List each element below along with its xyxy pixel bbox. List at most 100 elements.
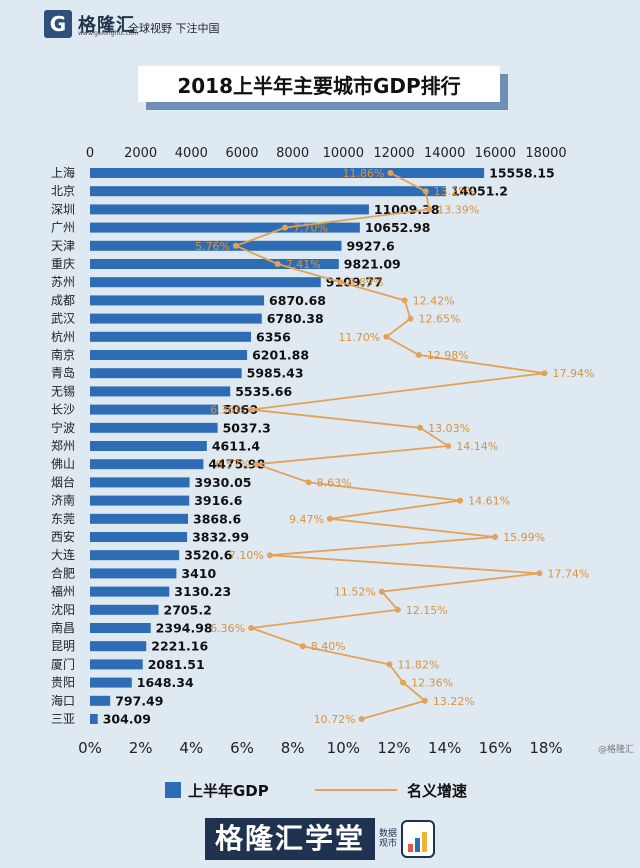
growth-point — [383, 333, 390, 340]
x-bottom-tick-label: 10% — [327, 739, 360, 757]
growth-point — [266, 552, 273, 559]
gdp-bar — [90, 513, 189, 524]
category-label: 福州 — [51, 584, 75, 599]
growth-value-label: 11.82% — [397, 658, 439, 671]
category-label: 济南 — [51, 493, 75, 508]
category-label: 三亚 — [51, 712, 75, 726]
category-label: 海口 — [51, 693, 75, 708]
x-top-tick-label: 6000 — [225, 146, 258, 161]
gdp-bar — [90, 459, 204, 470]
growth-point — [305, 479, 312, 486]
category-label: 武汉 — [51, 312, 75, 326]
gdp-bar — [90, 259, 339, 269]
category-label: 沈阳 — [51, 602, 75, 617]
gdp-value-label: 4611.4 — [212, 439, 261, 454]
footer-title: 格隆汇学堂 — [205, 818, 376, 860]
growth-line-segment — [340, 281, 405, 302]
growth-value-label: 11.52% — [334, 586, 376, 599]
category-label: 郑州 — [51, 438, 75, 453]
gdp-bar — [90, 532, 188, 542]
corner-watermark: @格隆汇 — [597, 745, 634, 755]
growth-line-segment — [329, 499, 461, 520]
gdp-value-label: 6201.88 — [252, 348, 309, 363]
gdp-bar — [90, 477, 190, 488]
chart-title: 2018上半年主要城市GDP排行 — [138, 66, 500, 102]
gdp-value-label: 304.09 — [103, 712, 151, 727]
logo-mark: G — [44, 10, 72, 38]
growth-point — [232, 242, 239, 249]
growth-value-label: 8.63% — [317, 476, 352, 489]
gdp-bar — [90, 331, 252, 342]
growth-point — [378, 588, 385, 595]
gdp-bar — [90, 441, 207, 451]
growth-line-segment — [251, 408, 421, 429]
growth-line-segment — [385, 317, 412, 338]
x-top-tick-label: 12000 — [373, 146, 414, 161]
category-label: 宁波 — [51, 420, 75, 435]
growth-value-label: 12.98% — [427, 349, 469, 362]
growth-point — [422, 188, 429, 195]
gdp-bar — [90, 422, 218, 433]
brand-logo: G 格隆汇 — [44, 10, 135, 38]
gdp-value-label: 3410 — [181, 566, 216, 581]
growth-point — [457, 497, 464, 504]
gdp-bar — [90, 240, 342, 251]
gdp-value-label: 4475.98 — [208, 457, 265, 472]
gdp-bar — [90, 168, 485, 178]
growth-value-label: 13.39% — [437, 203, 479, 216]
growth-value-label: 17.94% — [552, 367, 594, 380]
x-bottom-tick-label: 14% — [428, 739, 461, 757]
gdp-bar — [90, 404, 219, 415]
growth-value-label: 9.47% — [289, 513, 324, 526]
gdp-value-label: 9821.09 — [344, 257, 401, 272]
growth-point — [541, 370, 548, 377]
growth-value-label: 6.36% — [210, 404, 245, 417]
growth-value-label: 5.76% — [195, 240, 230, 253]
x-bottom-tick-label: 18% — [529, 739, 562, 757]
title-box: 2018上半年主要城市GDP排行 — [138, 66, 508, 110]
growth-value-label: 9.89% — [349, 276, 384, 289]
x-top-tick-label: 14000 — [424, 146, 465, 161]
footer-brand: 格隆汇学堂 数据观市 — [205, 818, 436, 860]
growth-value-label: 12.15% — [406, 604, 448, 617]
gdp-bar — [90, 695, 111, 706]
gdp-value-label: 10652.98 — [365, 220, 431, 235]
gdp-bar — [90, 714, 98, 724]
growth-value-label: 14.14% — [456, 440, 498, 453]
growth-line-segment — [390, 172, 427, 192]
growth-line-segment — [256, 445, 449, 466]
growth-value-label: 15.99% — [503, 531, 545, 544]
growth-value-label: 6.36% — [210, 622, 245, 635]
gdp-value-label: 3130.23 — [174, 584, 231, 599]
icon-bar — [415, 838, 421, 852]
growth-point — [387, 170, 394, 176]
growth-value-label: 7.70% — [293, 222, 328, 235]
growth-point — [248, 625, 255, 631]
gdp-bar — [90, 386, 231, 397]
growth-point — [386, 661, 393, 668]
gdp-bar — [90, 641, 147, 652]
category-label: 上海 — [51, 165, 75, 180]
growth-point — [401, 297, 408, 304]
gdp-bar — [90, 204, 369, 215]
category-label: 杭州 — [51, 329, 75, 344]
growth-line-segment — [250, 627, 304, 648]
category-label: 长沙 — [51, 403, 75, 417]
growth-value-label: 13.25% — [434, 185, 476, 198]
growth-point — [492, 534, 499, 540]
growth-line-segment — [235, 244, 279, 265]
growth-line-segment — [361, 699, 426, 720]
category-label: 青岛 — [51, 365, 75, 380]
gdp-bar — [90, 550, 180, 561]
gdp-bar — [90, 623, 151, 633]
x-bottom-tick-label: 2% — [129, 739, 153, 757]
gdp-value-label: 2394.98 — [156, 621, 213, 636]
growth-line-segment — [308, 481, 461, 502]
growth-point — [407, 315, 414, 322]
legend-bar-label: 上半年GDP — [188, 782, 269, 800]
icon-bar — [408, 844, 414, 852]
gdp-bar — [90, 295, 265, 306]
category-label: 南京 — [51, 347, 75, 362]
growth-line-segment — [402, 681, 426, 702]
